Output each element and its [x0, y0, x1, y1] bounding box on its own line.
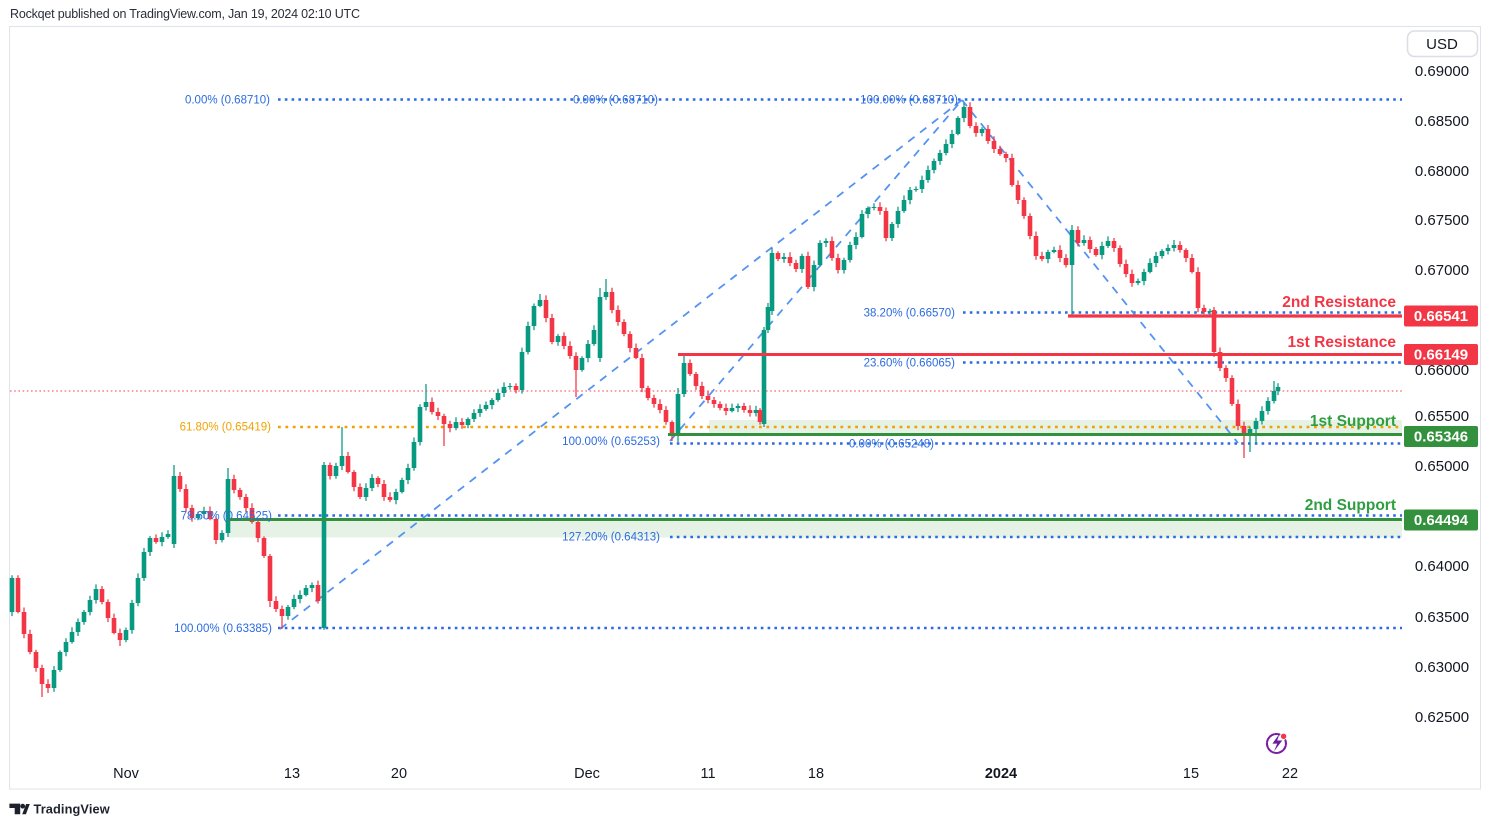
svg-text:11: 11: [700, 766, 715, 782]
svg-text:0.65000: 0.65000: [1415, 458, 1469, 475]
svg-text:0.68000: 0.68000: [1415, 163, 1469, 180]
svg-text:2nd Support: 2nd Support: [1305, 497, 1396, 514]
svg-text:20: 20: [391, 766, 407, 782]
svg-text:0.67500: 0.67500: [1415, 212, 1469, 229]
svg-text:22: 22: [1282, 766, 1298, 782]
svg-text:18: 18: [808, 766, 824, 782]
svg-text:0.62500: 0.62500: [1415, 709, 1469, 726]
svg-text:61.80% (0.65419): 61.80% (0.65419): [180, 422, 272, 434]
svg-text:127.20% (0.64313): 127.20% (0.64313): [562, 532, 660, 544]
svg-text:100.00% (0.68710): 100.00% (0.68710): [860, 95, 958, 107]
svg-text:0.64000: 0.64000: [1415, 558, 1469, 575]
svg-text:23.60% (0.66065): 23.60% (0.66065): [864, 358, 956, 370]
svg-text:2024: 2024: [985, 766, 1017, 782]
svg-text:USD: USD: [1426, 36, 1458, 53]
svg-text:1st Resistance: 1st Resistance: [1287, 334, 1396, 351]
svg-text:0.00% (0.65248): 0.00% (0.65248): [849, 439, 934, 451]
svg-text:0.00% (0.68710): 0.00% (0.68710): [185, 95, 270, 107]
svg-text:Nov: Nov: [113, 766, 140, 782]
svg-text:0.64494: 0.64494: [1414, 512, 1469, 529]
svg-text:0.65500: 0.65500: [1415, 408, 1469, 425]
svg-text:1st Support: 1st Support: [1310, 413, 1396, 430]
svg-text:0.00% (0.68710): 0.00% (0.68710): [573, 95, 658, 107]
svg-text:Dec: Dec: [574, 766, 600, 782]
svg-text:38.20% (0.66570): 38.20% (0.66570): [864, 308, 956, 320]
svg-text:0.66541: 0.66541: [1414, 308, 1468, 325]
svg-text:0.66000: 0.66000: [1415, 362, 1469, 379]
svg-text:100.00% (0.65253): 100.00% (0.65253): [562, 436, 660, 448]
svg-text:13: 13: [284, 766, 300, 782]
svg-text:0.67000: 0.67000: [1415, 262, 1469, 279]
svg-text:100.00% (0.63385): 100.00% (0.63385): [174, 623, 272, 635]
svg-text:0.63500: 0.63500: [1415, 609, 1469, 626]
svg-text:0.63000: 0.63000: [1415, 659, 1469, 676]
svg-text:TradingView: TradingView: [34, 802, 110, 817]
svg-text:15: 15: [1183, 766, 1199, 782]
svg-text:2nd Resistance: 2nd Resistance: [1282, 294, 1396, 311]
svg-text:0.69000: 0.69000: [1415, 63, 1469, 80]
svg-text:0.66149: 0.66149: [1414, 347, 1468, 364]
svg-text:0.68500: 0.68500: [1415, 113, 1469, 130]
svg-text:78.60% (0.64525): 78.60% (0.64525): [181, 511, 273, 523]
svg-text:Rockqet published on TradingVi: Rockqet published on TradingView.com, Ja…: [10, 7, 360, 21]
svg-text:0.65346: 0.65346: [1414, 429, 1468, 446]
